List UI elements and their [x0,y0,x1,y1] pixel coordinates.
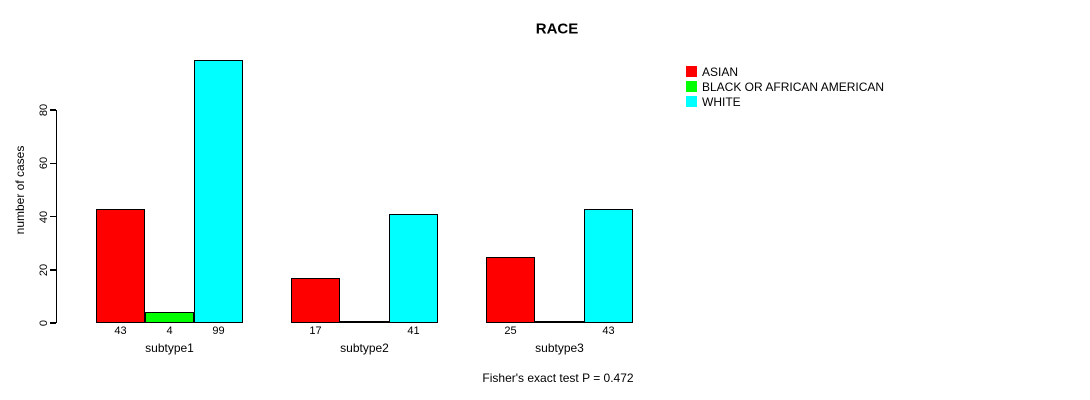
legend-label: WHITE [702,94,741,109]
bar [291,277,340,323]
stat-annotation: Fisher's exact test P = 0.472 [482,371,634,385]
y-tick-label: 0 [38,319,50,327]
y-tick [49,215,56,218]
bar-value-label: 41 [407,325,420,337]
legend-swatch [686,66,697,77]
bar-value-label: 43 [602,325,615,337]
legend: ASIAN BLACK OR AFRICAN AMERICAN WHITE [686,64,884,109]
y-tick [49,322,56,324]
bar [584,208,633,323]
bar [340,321,389,323]
bar-value-label: 25 [504,325,517,337]
y-axis-line [55,110,57,323]
y-tick [49,162,56,165]
chart-title: RACE [535,20,579,38]
bar [535,321,584,323]
y-axis-label: number of cases [13,145,27,235]
legend-item: WHITE [686,94,884,109]
category-label: subtype3 [535,341,584,355]
bar [145,312,194,323]
y-tick [49,269,56,271]
legend-swatch [686,96,697,107]
bar-value-label: 4 [166,325,173,337]
y-tick [49,109,56,111]
category-label: subtype1 [145,341,194,355]
y-tick-label: 60 [38,157,50,170]
legend-item: ASIAN [686,64,884,79]
y-tick-label: 20 [38,263,50,276]
bar-value-label: 17 [309,325,322,337]
y-tick-label: 80 [38,104,50,117]
bar [486,256,535,323]
bar [96,208,145,323]
legend-swatch [686,81,697,92]
legend-label: ASIAN [702,64,739,79]
bar-value-label: 99 [212,325,225,337]
legend-item: BLACK OR AFRICAN AMERICAN [686,79,884,94]
y-tick-label: 40 [38,210,50,223]
bar [389,213,438,323]
legend-label: BLACK OR AFRICAN AMERICAN [702,79,885,94]
bar [194,59,243,323]
bar-value-label: 43 [114,325,127,337]
category-label: subtype2 [340,341,389,355]
